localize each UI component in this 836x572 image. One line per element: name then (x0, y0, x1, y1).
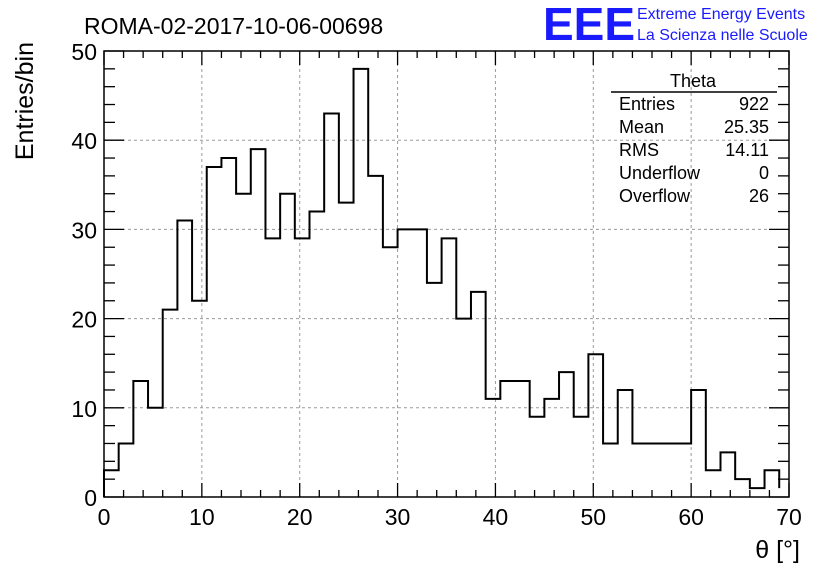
histogram-bin (618, 390, 633, 497)
run-title: ROMA-02-2017-10-06-00698 (84, 13, 383, 39)
x-tick-label: 70 (776, 504, 802, 530)
stats-row-value: 25.35 (724, 117, 769, 137)
x-tick-label: 0 (98, 504, 111, 530)
stats-row-label: Mean (619, 117, 664, 137)
histogram-bin (368, 176, 383, 497)
histogram-bin (310, 212, 325, 497)
histogram-bin (412, 229, 427, 497)
histogram-bin (456, 319, 471, 497)
histogram-bin (383, 247, 398, 497)
histogram-bin (750, 488, 765, 497)
histogram-bin (427, 283, 442, 497)
histogram-bin (192, 301, 207, 497)
plot-frame (103, 50, 790, 498)
eee-logo-text: EEE (543, 0, 635, 50)
histogram-bin (632, 443, 647, 497)
y-tick-label: 20 (71, 307, 97, 333)
histogram-outline (103, 67, 781, 497)
grid-lines (104, 51, 789, 497)
histogram-bin (662, 443, 677, 497)
stats-row-label: Entries (619, 94, 675, 114)
x-tick-label: 20 (287, 504, 313, 530)
y-tick-label: 10 (71, 396, 97, 422)
histogram-bin (544, 399, 559, 497)
histogram-bin (177, 220, 192, 497)
histogram-bin (500, 381, 515, 497)
histogram-bin (765, 470, 780, 497)
stats-row-value: 0 (759, 163, 769, 183)
histogram-bin (280, 194, 295, 497)
histogram-layer (103, 67, 781, 497)
histogram-bin (721, 452, 736, 497)
histogram-bin (530, 417, 545, 497)
histogram-bin (676, 443, 691, 497)
x-tick-label: 50 (580, 504, 606, 530)
histogram-bin (207, 167, 222, 497)
histogram-bin (133, 381, 148, 497)
eee-logo-line1: Extreme Energy Events (637, 6, 805, 23)
eee-logo: EEE Extreme Energy Events La Scienza nel… (543, 0, 808, 50)
y-tick-label: 0 (84, 485, 97, 511)
histogram-bin (236, 194, 251, 497)
x-axis-label: θ [°] (755, 536, 800, 564)
tick-labels: 0 10 20 30 40 50 60 70 0 10 20 30 40 50 (71, 39, 801, 530)
histogram-bin (163, 310, 178, 497)
stats-row-label: Overflow (619, 186, 691, 206)
histogram-bin (119, 443, 134, 497)
histogram-bin (559, 372, 574, 497)
histogram-bin (691, 390, 706, 497)
stats-row-label: Underflow (619, 163, 701, 183)
histogram-bin (324, 113, 339, 497)
histogram-bin (295, 238, 310, 497)
stats-row-value: 26 (749, 186, 769, 206)
histogram-bin (471, 292, 486, 497)
histogram-bin (104, 470, 119, 497)
y-tick-label: 30 (71, 217, 97, 243)
histogram-bin (442, 238, 457, 497)
eee-logo-line2: La Scienza nelle Scuole (637, 27, 808, 44)
stats-row-label: RMS (619, 140, 659, 160)
y-axis-label: Entries/bin (11, 42, 39, 160)
x-tick-label: 60 (678, 504, 704, 530)
histogram-bin (354, 69, 369, 497)
histogram-bin (588, 354, 603, 497)
stats-box: Theta Entries 922 Mean 25.35 RMS 14.11 Underfl… (611, 71, 777, 206)
histogram-bin (486, 399, 501, 497)
stats-rows: Entries 922 Mean 25.35 RMS 14.11 Underflow 0 Ove… (619, 94, 769, 206)
histogram-bin (603, 443, 618, 497)
histogram-bin (221, 158, 236, 497)
y-tick-label: 40 (71, 128, 97, 154)
x-tick-label: 40 (483, 504, 509, 530)
x-tick-label: 10 (189, 504, 215, 530)
histogram-bin (148, 408, 163, 497)
histogram-bin (706, 470, 721, 497)
x-tick-label: 30 (385, 504, 411, 530)
stats-name: Theta (670, 71, 717, 91)
histogram-bin (398, 229, 413, 497)
histogram-bin (339, 203, 354, 497)
stats-row-value: 14.11 (725, 140, 769, 160)
stats-row-value: 922 (739, 94, 769, 114)
histogram-bin (251, 149, 266, 497)
histogram-bin (735, 479, 750, 497)
histogram-bin (265, 238, 280, 497)
axis-ticks (103, 50, 790, 498)
histogram-bin (515, 381, 530, 497)
histogram-bin (574, 417, 589, 497)
histogram-bin (647, 443, 662, 497)
y-tick-label: 50 (71, 39, 97, 65)
